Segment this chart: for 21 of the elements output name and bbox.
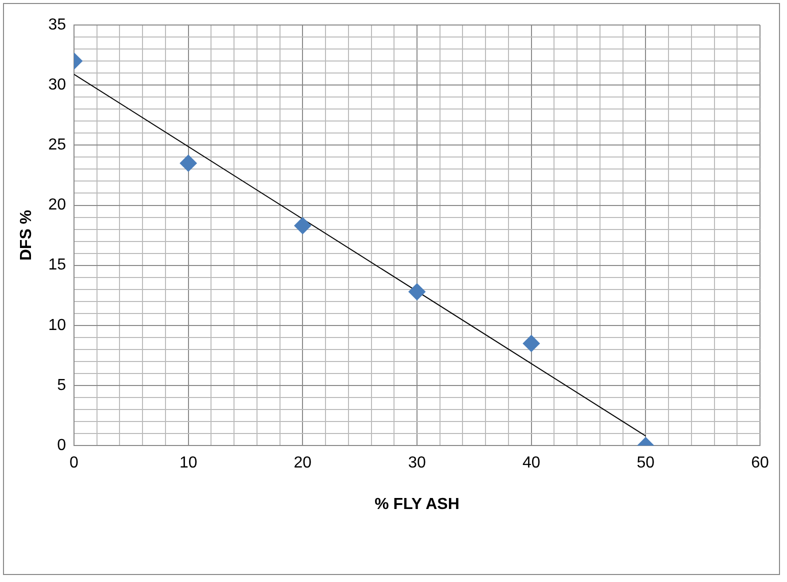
x-tick-label: 10 xyxy=(179,454,198,472)
y-tick-label: 5 xyxy=(57,376,66,394)
x-tick-label: 20 xyxy=(294,454,312,472)
y-tick-label: 35 xyxy=(48,16,66,34)
y-tick-label: 10 xyxy=(48,316,66,334)
y-tick-label: 0 xyxy=(57,437,66,454)
y-tick-label: 20 xyxy=(48,196,66,214)
y-axis-title: DFS % xyxy=(18,210,36,261)
y-tick-label: 25 xyxy=(48,136,66,154)
x-tick-label: 40 xyxy=(522,454,540,472)
point xyxy=(522,334,540,352)
point xyxy=(294,217,312,234)
x-axis-title: % FLY ASH xyxy=(374,496,460,513)
point xyxy=(180,154,197,172)
x-tick-label: 50 xyxy=(636,454,655,472)
y-tick-label: 15 xyxy=(48,256,66,274)
x-tick-label: 60 xyxy=(751,454,769,472)
x-tick-label: 30 xyxy=(408,454,426,472)
x-tick-label: 0 xyxy=(70,454,79,472)
point xyxy=(408,283,426,300)
y-tick-label: 30 xyxy=(48,76,66,94)
